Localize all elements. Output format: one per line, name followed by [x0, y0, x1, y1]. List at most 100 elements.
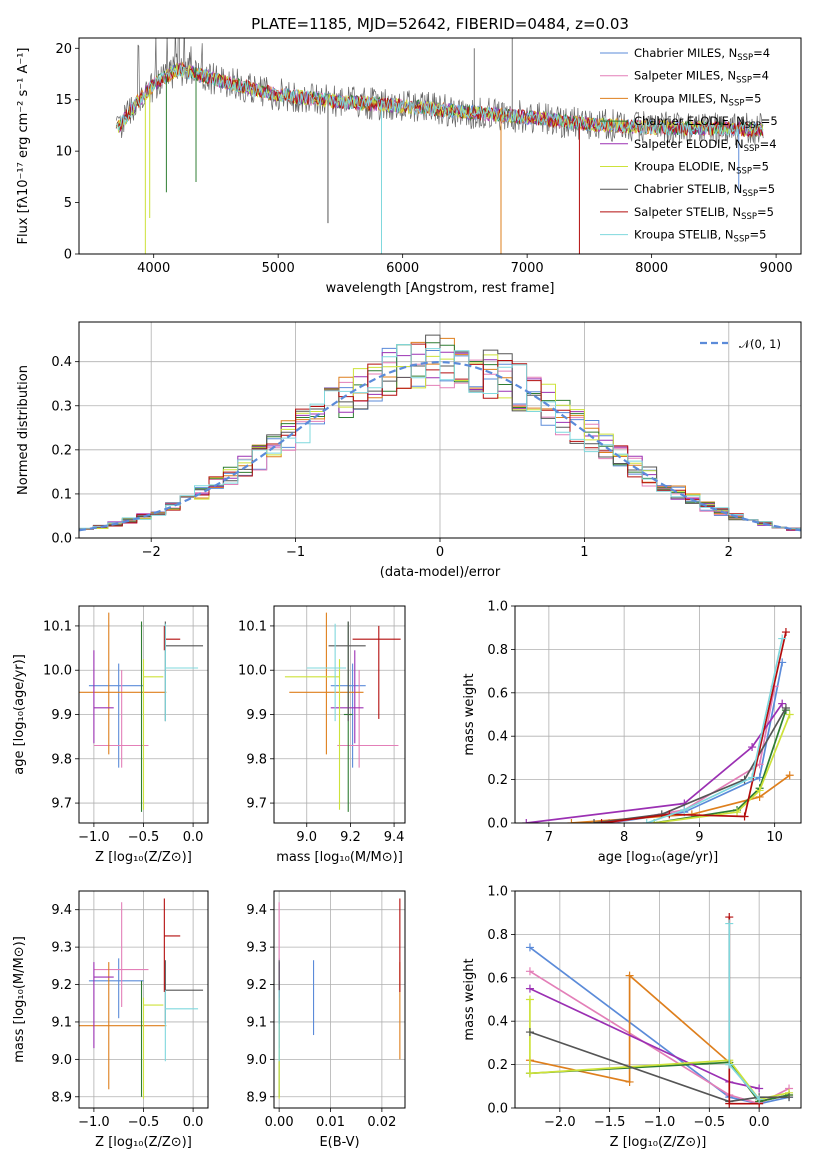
errorbars — [278, 898, 401, 1099]
mass-vs-ebv-panel: 0.00 0.01 0.02 8.9 9.0 9.1 9.2 9.3 9.4 E(B-V) — [246, 890, 406, 1150]
plus-marker — [755, 786, 764, 795]
plus-marker — [625, 971, 634, 980]
axes-frame — [273, 890, 406, 1109]
legend-entry: Chabrier STELIB, NSSP=5 — [634, 182, 775, 199]
x-tick-label: 5000 — [262, 261, 295, 276]
plus-marker — [525, 995, 534, 1004]
plus-marker — [785, 710, 794, 719]
x-tick-label: 9.0 — [296, 830, 317, 845]
x-tick-label: 9 — [695, 830, 703, 845]
x-tick-label: −1.0 — [644, 1115, 676, 1130]
y-tick-label: 0.3 — [51, 399, 72, 414]
y-tick-label: 0.4 — [487, 1015, 508, 1030]
x-tick-label: 9.4 — [384, 830, 405, 845]
x-tick-label: −0.5 — [128, 830, 160, 845]
plus-marker — [755, 1084, 764, 1093]
errorbar-point — [142, 659, 164, 810]
y-tick-label: 0.8 — [487, 928, 508, 943]
y-tick-label: 9.7 — [51, 797, 72, 812]
weight-lines — [522, 628, 794, 823]
y-tick-label: 9.9 — [246, 708, 267, 723]
errorbar-point — [88, 958, 144, 1019]
age-vs-metallicity-panel: −1.0 −0.5 0.0 9.7 9.8 9.9 10.0 10.1 Z [log₁₀(Z/Z… — [12, 605, 209, 865]
y-tick-label: 10.0 — [43, 664, 72, 679]
errorbar-point — [88, 663, 144, 768]
plus-marker — [733, 808, 742, 817]
y-axis-label: mass weight — [462, 958, 477, 1040]
weight-vs-age-panel: 7 8 9 10 0.0 0.2 0.4 0.6 0.8 1.0 age [log₁₀(age/yr… — [462, 600, 802, 865]
errorbar-point — [93, 670, 149, 768]
weight-series-7 — [593, 707, 787, 823]
y-tick-label: 0.0 — [51, 532, 72, 547]
axes-frame — [78, 37, 802, 255]
y-tick-label: 9.8 — [246, 752, 267, 767]
x-tick-label: 9000 — [760, 261, 793, 276]
errorbar-point — [289, 612, 364, 755]
plus-marker — [642, 819, 651, 823]
residuals-legend: 𝒩(0, 1) — [700, 337, 781, 351]
x-axis-label: Z [log₁₀(Z/Z⊙)] — [610, 1135, 707, 1150]
plus-marker — [680, 805, 689, 814]
histogram-series-9 — [79, 344, 801, 530]
plus-marker — [781, 628, 790, 637]
legend-entry: Salpeter MILES, NSSP=4 — [634, 69, 769, 86]
x-tick-label: 4000 — [137, 261, 170, 276]
y-tick-label: 9.1 — [246, 1015, 267, 1030]
plus-marker — [525, 1028, 534, 1037]
weight-series-7 — [529, 1031, 789, 1103]
y-tick-label: 0.0 — [487, 1102, 508, 1117]
weight-lines — [525, 913, 794, 1108]
x-tick-label: 0 — [436, 545, 444, 560]
legend-entry: Chabrier ELODIE, NSSP=5 — [634, 114, 778, 131]
x-axis-label: age [log₁₀(age/yr)] — [598, 850, 719, 865]
histogram-series-2 — [79, 359, 801, 530]
y-tick-label: 20 — [55, 42, 72, 57]
legend-entry: Salpeter ELODIE, NSSP=4 — [634, 137, 777, 154]
plus-marker — [525, 1069, 534, 1078]
x-axis-label: mass [log₁₀(M/M⊙)] — [276, 850, 403, 865]
plus-marker — [590, 819, 599, 823]
legend-entry: Kroupa STELIB, NSSP=5 — [634, 228, 766, 245]
x-tick-label: 2 — [725, 545, 733, 560]
x-tick-label: −1.5 — [594, 1115, 626, 1130]
plus-marker — [725, 1099, 734, 1108]
errorbar-point — [352, 625, 401, 719]
plus-marker — [597, 819, 606, 823]
y-tick-label: 9.4 — [51, 903, 72, 918]
y-tick-label: 9.3 — [51, 941, 72, 956]
weight-series-9 — [646, 638, 784, 823]
errorbars — [79, 612, 204, 812]
y-tick-label: 0.2 — [487, 773, 508, 788]
plus-marker — [755, 773, 764, 782]
y-tick-label: 9.1 — [51, 1015, 72, 1030]
plus-marker — [525, 984, 534, 993]
axes-frame — [273, 605, 406, 824]
errorbar-point — [93, 650, 114, 744]
y-axis-label: age [log₁₀(age/yr)] — [12, 654, 27, 775]
axes-frame — [514, 605, 802, 824]
y-tick-label: 10.0 — [238, 664, 267, 679]
x-tick-label: 6000 — [386, 261, 419, 276]
errorbar-point — [306, 623, 347, 722]
plus-marker — [778, 699, 787, 708]
plus-marker — [748, 743, 757, 752]
normal-reference-curve — [79, 360, 801, 532]
plus-marker — [740, 812, 749, 821]
x-tick-label: 8 — [620, 830, 628, 845]
mass-vs-metallicity-panel: −1.0 −0.5 0.0 8.9 9.0 9.1 9.2 9.3 9.4 Z [log₁₀(Z/… — [12, 890, 209, 1150]
x-tick-label: 0.0 — [183, 830, 204, 845]
x-tick-label: 0.01 — [316, 1115, 345, 1130]
errorbar-point — [93, 962, 114, 1049]
errorbar-point — [164, 623, 199, 722]
plus-marker — [755, 1095, 764, 1104]
y-tick-label: 0.1 — [51, 487, 72, 502]
y-tick-label: 9.0 — [246, 1053, 267, 1068]
y-axis-label: mass [log₁₀(M/M⊙)] — [12, 936, 27, 1063]
y-axis-label: mass weight — [462, 673, 477, 755]
weight-series-8 — [601, 631, 787, 823]
y-tick-label: 10.1 — [43, 619, 72, 634]
spectrum-panel: 4000 5000 6000 7000 8000 9000 0 5 10 15 20 waveleng… — [16, 15, 802, 296]
plus-marker — [748, 773, 757, 782]
errorbar-point — [163, 898, 181, 993]
